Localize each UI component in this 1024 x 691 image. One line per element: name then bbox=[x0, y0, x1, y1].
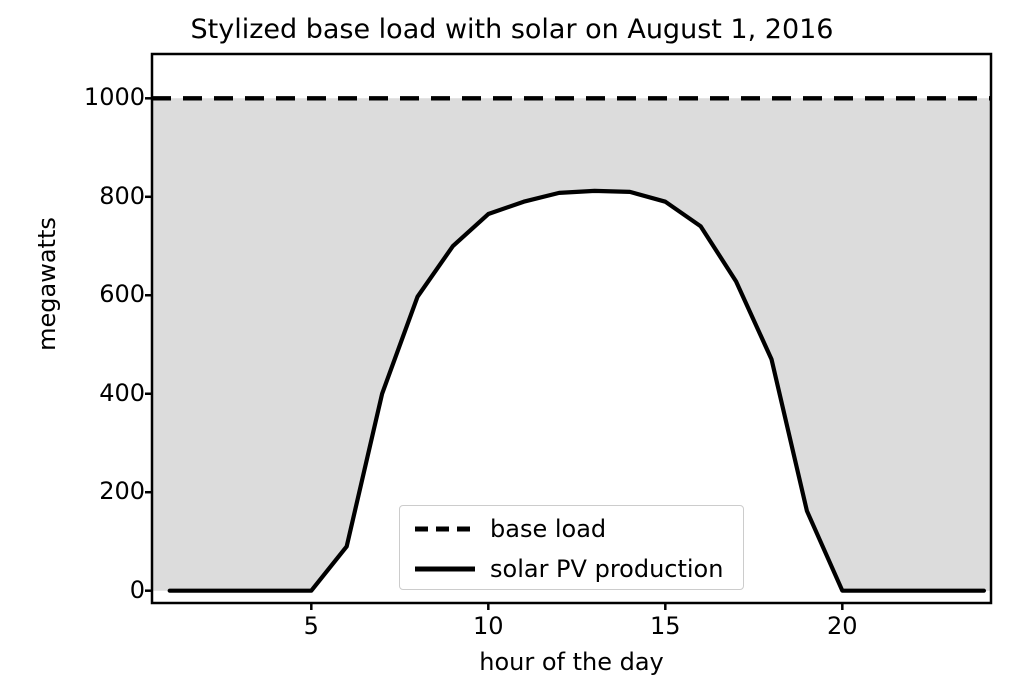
legend-solid-line-icon bbox=[415, 566, 475, 572]
y-tick-label: 400 bbox=[99, 378, 145, 407]
y-tick-label: 0 bbox=[129, 575, 145, 604]
x-tick-label: 10 bbox=[473, 612, 504, 640]
x-tick-label: 20 bbox=[827, 612, 858, 640]
x-axis-label: hour of the day bbox=[479, 648, 664, 676]
x-tick-label: 15 bbox=[650, 612, 681, 640]
axis-tick-marks bbox=[145, 97, 844, 610]
y-tick-label: 800 bbox=[99, 181, 145, 210]
legend-item-base-load: base load bbox=[400, 508, 745, 550]
shaded-net-load-region bbox=[152, 98, 991, 591]
plot-frame bbox=[150, 52, 993, 605]
chart-title: Stylized base load with solar on August … bbox=[190, 14, 834, 45]
x-tick-label: 5 bbox=[303, 612, 319, 640]
y-tick-label: 200 bbox=[99, 477, 145, 506]
solar-pv-production-line bbox=[167, 188, 987, 593]
legend-dashed-line-icon bbox=[415, 526, 475, 532]
legend-label-solar-pv: solar PV production bbox=[490, 555, 724, 583]
legend-item-solar-pv: solar PV production bbox=[400, 548, 745, 590]
y-tick-label: 1000 bbox=[83, 83, 145, 112]
y-axis-label: megawatts bbox=[33, 217, 61, 351]
legend-label-base-load: base load bbox=[490, 515, 607, 543]
chart-legend: base load solar PV production bbox=[399, 505, 744, 590]
y-tick-label: 600 bbox=[99, 280, 145, 309]
